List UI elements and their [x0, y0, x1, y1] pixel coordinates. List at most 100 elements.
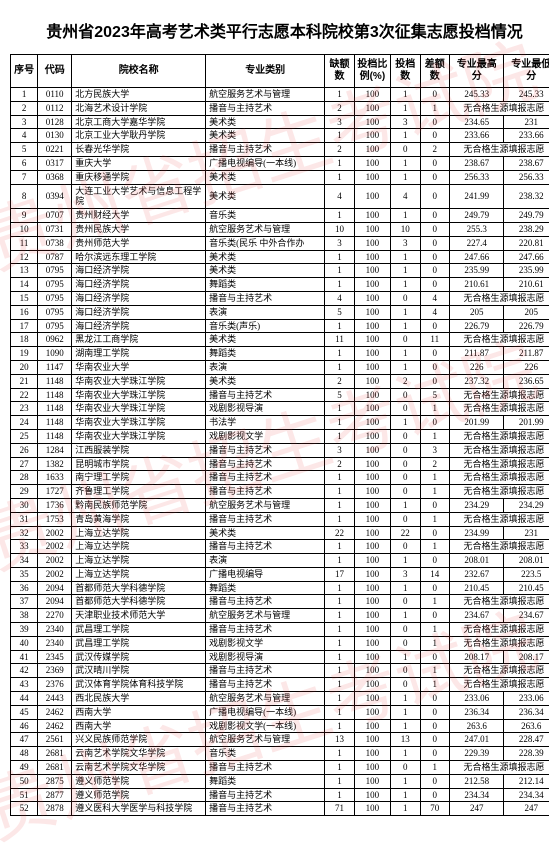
table-cell: 0795 [38, 305, 72, 319]
table-row: 502875遵义师范学院舞蹈类110010212.58212.14 [11, 774, 549, 788]
table-cell: 1 [325, 761, 354, 775]
table-cell: 无合格生源填报志愿 [450, 595, 549, 609]
table-cell: 华南农业大学珠江学院 [72, 388, 206, 402]
table-cell: 100 [354, 101, 390, 115]
table-cell: 235.99 [450, 264, 504, 278]
table-cell: 无合格生源填报志愿 [450, 429, 549, 443]
table-cell: 0 [391, 623, 420, 637]
table-row: 271382昆明城市学院播音与主持艺术210002无合格生源填报志愿 [11, 457, 549, 471]
table-cell: 播音与主持艺术 [206, 802, 325, 816]
table-cell: 1 [325, 678, 354, 692]
table-cell: 100 [354, 429, 390, 443]
table-cell: 9 [11, 209, 38, 223]
table-cell: 249.79 [450, 209, 504, 223]
table-cell: 1 [325, 471, 354, 485]
table-cell: 无合格生源填报志愿 [450, 636, 549, 650]
table-cell: 无合格生源填报志愿 [450, 333, 549, 347]
table-cell: 2877 [38, 788, 72, 802]
table-row: 160795海口经济学院表演510014205205 [11, 305, 549, 319]
table-cell: 1382 [38, 457, 72, 471]
table-cell: 1 [325, 498, 354, 512]
column-header: 专业类别 [206, 55, 325, 88]
table-cell: 100 [354, 184, 390, 209]
table-cell: 广播电视编导(一本线) [206, 156, 325, 170]
table-cell: 华南农业大学珠江学院 [72, 429, 206, 443]
table-cell: 0738 [38, 236, 72, 250]
table-cell: 100 [354, 664, 390, 678]
table-cell: 0 [420, 719, 449, 733]
table-cell: 表演 [206, 360, 325, 374]
table-row: 150795海口经济学院播音与主持艺术410004无合格生源填报志愿 [11, 291, 549, 305]
table-row: 412345武汉传媒学院戏剧影视导演110010208.17208.17 [11, 650, 549, 664]
table-row: 140795海口经济学院舞蹈类110010210.61210.61 [11, 278, 549, 292]
table-cell: 4 [325, 291, 354, 305]
table-cell: 戏剧影视文学 [206, 429, 325, 443]
table-cell: 播音与主持艺术 [206, 443, 325, 457]
table-cell: 100 [354, 802, 390, 816]
table-cell: 32 [11, 526, 38, 540]
table-cell: 2094 [38, 595, 72, 609]
table-cell: 2094 [38, 581, 72, 595]
table-cell: 美术类 [206, 333, 325, 347]
table-cell: 1 [420, 761, 449, 775]
table-cell: 1 [325, 319, 354, 333]
table-cell: 0787 [38, 250, 72, 264]
table-cell: 0 [391, 512, 420, 526]
table-cell: 播音与主持艺术 [206, 457, 325, 471]
table-cell: 263.6 [450, 719, 504, 733]
table-cell: 1 [391, 719, 420, 733]
table-cell: 无合格生源填报志愿 [450, 457, 549, 471]
table-cell: 238.32 [504, 184, 549, 209]
table-cell: 0 [420, 554, 449, 568]
table-cell: 1 [325, 278, 354, 292]
table-cell: 0 [420, 498, 449, 512]
table-cell: 江西服装学院 [72, 443, 206, 457]
table-cell: 美术类 [206, 115, 325, 129]
table-cell: 1148 [38, 402, 72, 416]
table-cell: 13 [391, 733, 420, 747]
table-row: 201147华南农业大学表演110010226226 [11, 360, 549, 374]
table-cell: 0 [391, 540, 420, 554]
table-cell: 100 [354, 526, 390, 540]
table-cell: 1 [420, 664, 449, 678]
table-cell: 0 [391, 595, 420, 609]
table-cell: 38 [11, 609, 38, 623]
table-cell: 0731 [38, 222, 72, 236]
table-cell: 播音与主持艺术 [206, 512, 325, 526]
table-cell: 美术类 [206, 184, 325, 209]
table-cell: 100 [354, 636, 390, 650]
table-cell: 1 [325, 88, 354, 102]
table-cell: 28 [11, 471, 38, 485]
table-cell: 25 [11, 429, 38, 443]
table-cell: 1 [391, 416, 420, 430]
table-row: 20112北海艺术设计学院播音与主持艺术210011无合格生源填报志愿 [11, 101, 549, 115]
table-cell: 2681 [38, 761, 72, 775]
table-cell: 0 [420, 250, 449, 264]
table-row: 472561兴义民族师范学院航空服务艺术与管理13100130247.01228… [11, 733, 549, 747]
table-row: 442443西北民族大学航空服务艺术与管理110010233.06233.06 [11, 692, 549, 706]
table-cell: 1 [391, 278, 420, 292]
table-cell: 0 [420, 774, 449, 788]
table-cell: 上海立达学院 [72, 567, 206, 581]
table-cell: 100 [354, 623, 390, 637]
table-cell: 100 [354, 567, 390, 581]
table-row: 332002上海立达学院播音与主持艺术110001无合格生源填报志愿 [11, 540, 549, 554]
table-cell: 1736 [38, 498, 72, 512]
table-cell: 1 [325, 170, 354, 184]
table-cell: 26 [11, 443, 38, 457]
table-cell: 青岛黄海学院 [72, 512, 206, 526]
table-cell: 天津职业技术师范大学 [72, 609, 206, 623]
table-cell: 1 [325, 250, 354, 264]
table-cell: 1148 [38, 388, 72, 402]
table-cell: 戏剧影视导演 [206, 650, 325, 664]
table-cell: 4 [420, 291, 449, 305]
table-cell: 1 [391, 554, 420, 568]
table-body: 10110北方民族大学航空服务艺术与管理110010245.33245.3320… [11, 88, 549, 816]
table-cell: 71 [325, 802, 354, 816]
table-cell: 华南农业大学珠江学院 [72, 402, 206, 416]
table-cell: 0317 [38, 156, 72, 170]
table-cell: 0130 [38, 129, 72, 143]
table-cell: 无合格生源填报志愿 [450, 485, 549, 499]
table-cell: 0 [391, 636, 420, 650]
table-row: 221148华南农业大学珠江学院播音与主持艺术510005无合格生源填报志愿 [11, 388, 549, 402]
